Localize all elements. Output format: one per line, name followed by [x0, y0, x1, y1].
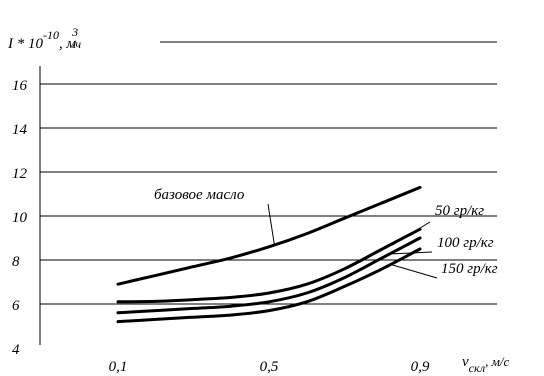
series-line-1 [116, 227, 422, 304]
y-tick-label-12: 12 [12, 166, 28, 182]
y-tick-label-4: 4 [12, 342, 20, 358]
y-tick-label-10: 10 [12, 210, 28, 226]
x-tick-label-0: 0,1 [109, 359, 128, 375]
leader-line-2 [392, 251, 433, 255]
x-axis-title: vскл, м/с [462, 354, 510, 375]
series-line-2 [116, 236, 422, 315]
labels-group: базовое масло 50 гр/кг 100 гр/кг 150 гр/кг [154, 187, 498, 279]
x-tick-label-2: 0,9 [411, 359, 430, 375]
series-line-3 [116, 247, 422, 324]
grid: 4 6 8 10 12 14 16 0,1 0,5 0,9 [12, 41, 497, 375]
series-line-0 [116, 185, 422, 286]
series-label-0: базовое масло [154, 187, 245, 203]
y-tick-label-16: 16 [12, 78, 28, 94]
x-tick-label-1: 0,5 [260, 359, 279, 375]
y-tick-label-8: 8 [12, 254, 20, 270]
y-tick-label-14: 14 [12, 122, 28, 138]
series-group [116, 185, 422, 324]
y-tick-label-6: 6 [12, 298, 20, 314]
leader-line-1 [391, 221, 431, 246]
leader-line-3 [392, 264, 438, 279]
y-axis-title: I * 10-10, м3/ч [7, 25, 81, 52]
leader-line-0 [267, 203, 275, 245]
series-label-1: 50 гр/кг [435, 203, 484, 219]
series-label-3: 150 гр/кг [441, 261, 498, 277]
series-label-2: 100 гр/кг [437, 235, 494, 251]
